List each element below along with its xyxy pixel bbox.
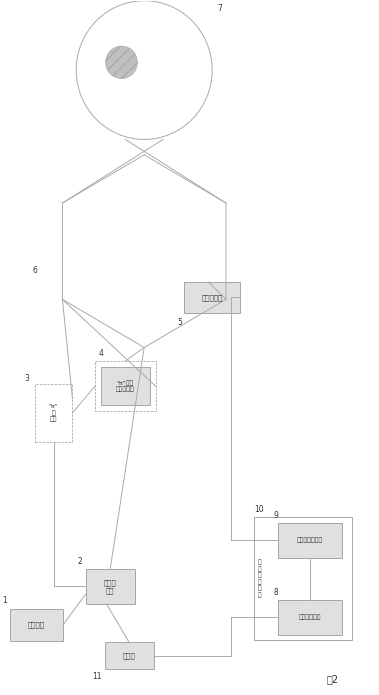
Text: 探测器: 探测器 xyxy=(123,653,135,659)
Text: 3: 3 xyxy=(25,374,30,383)
Text: 5: 5 xyxy=(178,318,183,327)
Text: 光纤耦
合器: 光纤耦 合器 xyxy=(104,580,117,594)
Circle shape xyxy=(106,46,138,79)
Text: 2: 2 xyxy=(78,557,82,566)
FancyBboxPatch shape xyxy=(86,569,135,604)
Text: 宽带光源: 宽带光源 xyxy=(28,621,45,628)
Text: 8: 8 xyxy=(274,588,279,597)
Text: 11: 11 xyxy=(92,673,102,682)
Text: 6: 6 xyxy=(32,266,37,275)
Text: 光电转换单元: 光电转换单元 xyxy=(299,614,322,620)
Text: 信
号
处
理
单
元: 信 号 处 理 单 元 xyxy=(258,559,261,598)
Text: 4: 4 xyxy=(98,349,103,358)
Text: "π"
延
迟器: "π" 延 迟器 xyxy=(49,404,58,422)
FancyBboxPatch shape xyxy=(278,523,343,557)
Text: 调制信号发生器: 调制信号发生器 xyxy=(297,537,323,543)
FancyBboxPatch shape xyxy=(184,282,241,313)
FancyBboxPatch shape xyxy=(105,642,153,669)
Text: 10: 10 xyxy=(255,505,264,514)
Text: 9: 9 xyxy=(274,511,279,520)
FancyBboxPatch shape xyxy=(278,600,343,635)
Text: 图2: 图2 xyxy=(327,674,339,684)
FancyBboxPatch shape xyxy=(10,609,63,641)
FancyBboxPatch shape xyxy=(101,367,150,405)
Text: 磁光调制器: 磁光调制器 xyxy=(202,294,223,301)
Text: 1: 1 xyxy=(2,596,7,605)
Text: "π"保偏
光纤耦合器: "π"保偏 光纤耦合器 xyxy=(116,380,135,392)
Text: 7: 7 xyxy=(217,4,222,13)
